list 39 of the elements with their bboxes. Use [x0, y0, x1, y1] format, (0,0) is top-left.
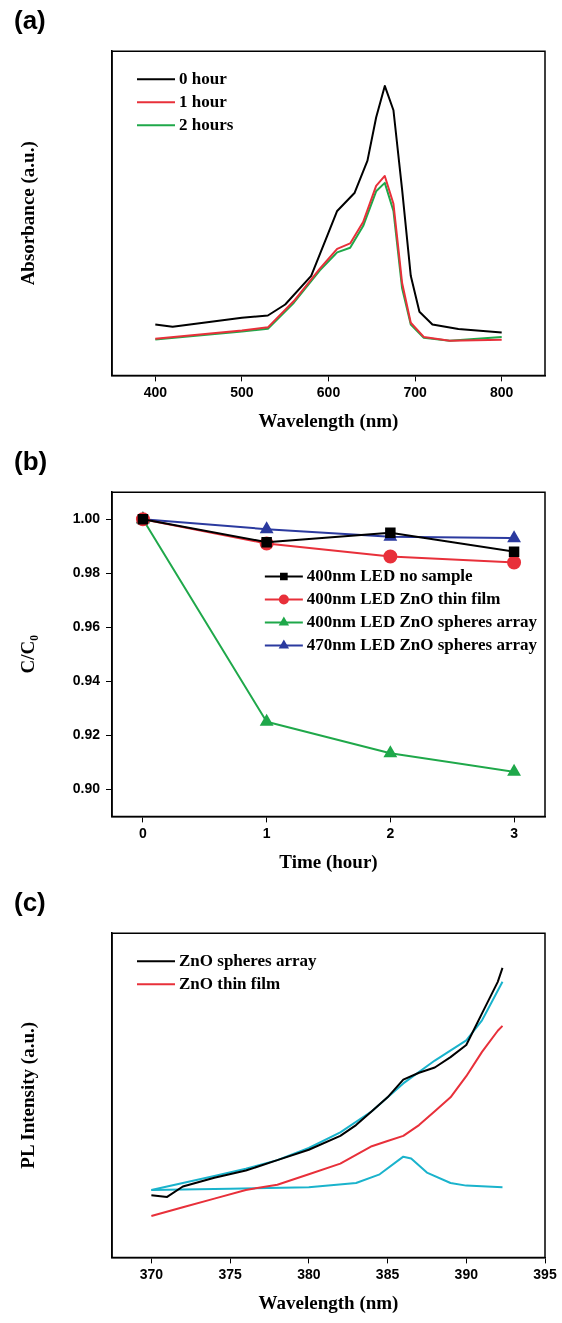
y-tick-label: 0.96	[72, 618, 101, 635]
y-tick-label: 0.94	[72, 672, 101, 689]
y-tick-label: 0.98	[72, 564, 101, 581]
x-tick-label: 395	[533, 1265, 557, 1282]
legend-label: 0 hour	[179, 68, 228, 88]
legend-label: 400nm LED ZnO thin film	[306, 588, 501, 608]
y-tick-label: 0.92	[72, 726, 101, 743]
x-tick-label: 700	[403, 383, 427, 400]
legend-label: 400nm LED ZnO spheres array	[306, 611, 538, 631]
legend-label: ZnO spheres array	[179, 950, 318, 970]
x-tick-label: 380	[297, 1265, 321, 1282]
y-tick-label: 1.00	[72, 510, 101, 527]
y-axis-title: PL Intensity (a.u.)	[17, 1021, 40, 1169]
x-axis-title: Wavelength (nm)	[258, 409, 399, 432]
x-axis-title: Wavelength (nm)	[258, 1291, 399, 1314]
x-tick-label: 370	[139, 1265, 164, 1282]
legend-label: 470nm LED ZnO spheres array	[306, 634, 538, 654]
legend-label: 1 hour	[179, 91, 228, 111]
x-tick-label: 3	[510, 824, 519, 841]
x-tick-label: 0	[139, 824, 148, 841]
legend-label: 2 hours	[179, 114, 234, 134]
legend-label: ZnO thin film	[179, 973, 281, 993]
x-tick-label: 500	[230, 383, 254, 400]
x-tick-label: 385	[375, 1265, 400, 1282]
legend-label: 400nm LED no sample	[306, 565, 474, 585]
chart-title: (c)	[14, 886, 46, 917]
x-tick-label: 800	[490, 383, 514, 400]
y-tick-label: 0.90	[72, 780, 101, 797]
chart-title: (b)	[14, 445, 48, 476]
x-tick-label: 375	[218, 1265, 242, 1282]
x-tick-label: 400	[143, 383, 168, 400]
chart-title: (a)	[14, 4, 46, 35]
x-tick-label: 1	[262, 824, 271, 841]
y-axis-title: Absorbance (a.u.)	[17, 141, 40, 286]
x-axis-title: Time (hour)	[279, 850, 378, 873]
x-tick-label: 600	[316, 383, 341, 400]
y-axis-title: C/C₀	[17, 634, 39, 674]
x-tick-label: 2	[386, 824, 395, 841]
x-tick-label: 390	[454, 1265, 479, 1282]
